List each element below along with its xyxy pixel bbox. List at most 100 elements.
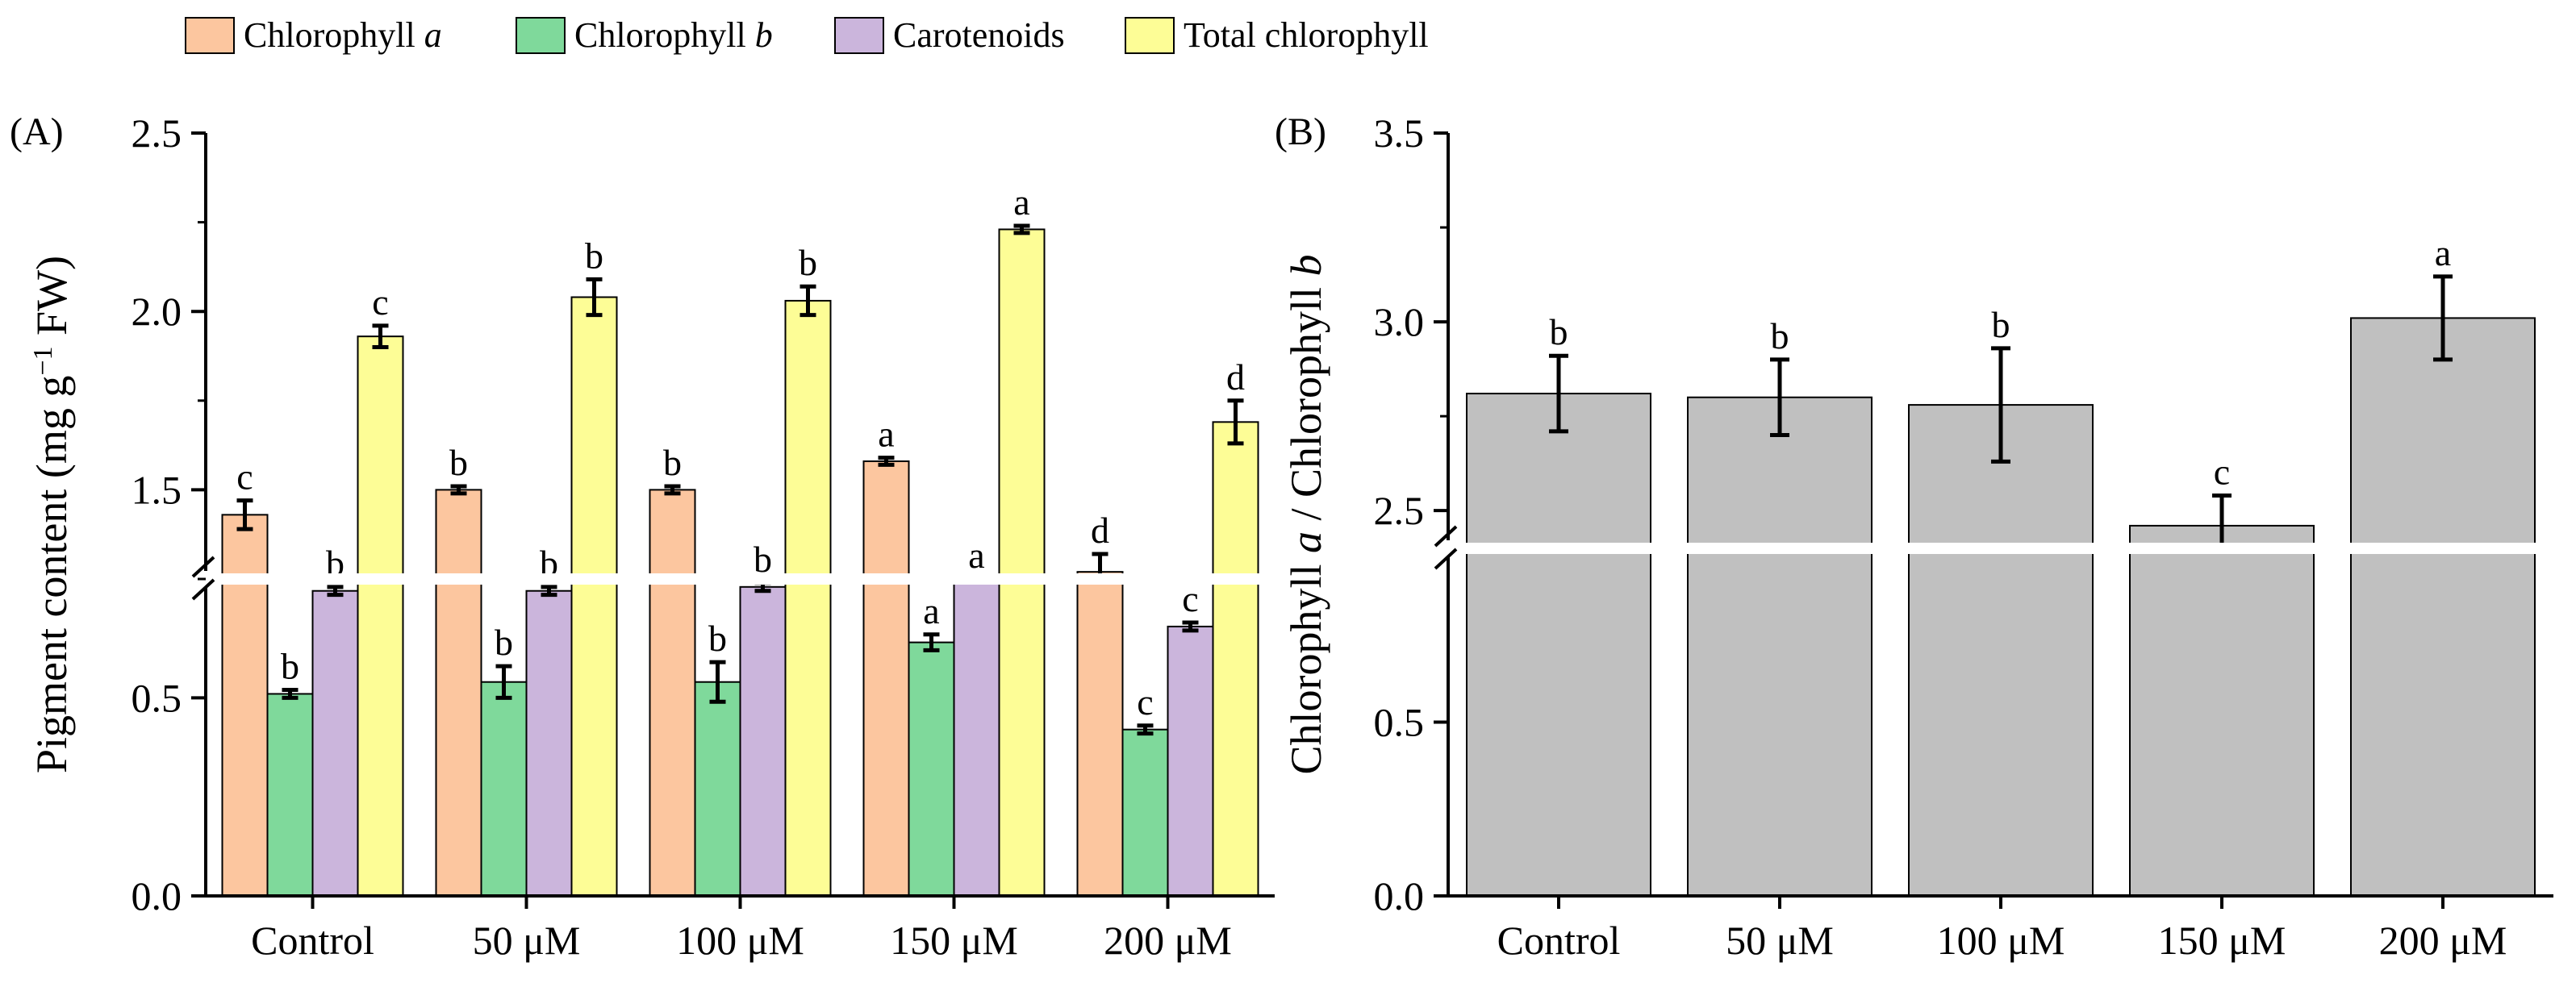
x-tick-label-p0-1: 50 μM	[473, 918, 581, 963]
x-tick-label-p1-2: 100 μM	[1937, 918, 2065, 963]
legend-swatch-chl_b	[516, 17, 566, 54]
bar-p0-s0-c1	[435, 489, 482, 898]
bar-p0-s3-c0	[357, 335, 404, 897]
sig-letter-p1-s0-c4: a	[2435, 232, 2451, 273]
y-tick-label-p0-1: 0.5	[132, 675, 182, 720]
x-tick-label-p0-0: Control	[251, 918, 374, 963]
bar-p1-s0-c2	[1908, 404, 2094, 898]
y-axis-title-part: Chlorophyll	[1282, 553, 1330, 775]
sig-letter-p0-s1-c0: b	[281, 646, 299, 687]
x-tick-label-p0-2: 100 μM	[676, 918, 804, 963]
sig-letter-p0-s3-c2: b	[799, 242, 817, 283]
legend-swatch-car	[834, 17, 884, 54]
bar-p0-s1-c1	[480, 681, 528, 897]
y-axis-title-superscript: −1	[28, 346, 58, 375]
bar-p0-s1-c3	[908, 641, 955, 897]
bar-p0-s1-c0	[266, 693, 314, 898]
y-tick-label-p0-0: 0.0	[132, 873, 182, 918]
legend-swatch-total	[1125, 17, 1175, 54]
sig-letter-p0-s1-c3: a	[923, 590, 939, 631]
sig-letter-p1-s0-c3: c	[2214, 451, 2230, 492]
y-axis-title-p0: Pigment content (mg g−1 FW)	[27, 256, 76, 773]
x-tick-label-p0-3: 150 μM	[890, 918, 1018, 963]
sig-letter-p0-s1-c4: c	[1137, 681, 1153, 723]
y-tick-label-p0-4: 2.5	[132, 110, 182, 156]
sig-letter-p0-s3-c4: d	[1226, 356, 1245, 398]
legend-label-chl_b: Chlorophyll b	[574, 15, 773, 55]
bar-p1-s0-c4	[2350, 317, 2536, 897]
axis-break-mark-1-p0	[191, 556, 215, 578]
panel-label-p0: (A)	[10, 110, 64, 153]
bar-p0-s3-c4	[1212, 421, 1259, 897]
bar-p1-s0-c0	[1466, 393, 1651, 897]
y-axis-title-italic: b	[1282, 254, 1330, 276]
legend: Chlorophyll a Chlorophyll b Carotenoids Tot…	[185, 15, 1429, 55]
sig-letter-p0-s0-c1: b	[449, 442, 468, 483]
axis-break-mark-2-p1	[1434, 548, 1458, 570]
y-tick-label-p0-2: 1.5	[132, 467, 182, 512]
legend-text-chl_b: Chlorophyll	[574, 15, 755, 55]
sig-letter-p0-s2-c2: b	[754, 539, 772, 580]
bar-p0-s1-c2	[694, 681, 741, 897]
sig-letter-p0-s0-c3: a	[878, 414, 894, 455]
x-tick-label-p1-3: 150 μM	[2158, 918, 2286, 963]
bar-p0-s2-c4	[1167, 625, 1214, 897]
sig-letter-p1-s0-c2: b	[1992, 304, 2010, 345]
legend-text-total: Total chlorophyll	[1184, 15, 1429, 55]
axis-break-mark-2-p0	[191, 578, 215, 601]
sig-letter-p1-s0-c1: b	[1771, 315, 1789, 356]
sig-letter-p0-s0-c4: d	[1091, 510, 1109, 551]
y-tick-label-p1-0: 0.0	[1374, 873, 1425, 918]
sig-letter-p0-s0-c2: b	[663, 442, 682, 483]
x-tick-label-p1-4: 200 μM	[2379, 918, 2507, 963]
sig-letter-p0-s1-c2: b	[708, 618, 727, 659]
bar-p0-s0-c0	[221, 514, 269, 897]
y-tick-label-p0-3: 2.0	[132, 289, 182, 334]
y-axis-title-p1: Chlorophyll a / Chlorophyll b	[1282, 254, 1330, 774]
axis-break-mark-1-p1	[1434, 525, 1458, 548]
panel-label-p1: (B)	[1275, 110, 1326, 153]
axis-break-band-p0	[173, 573, 1275, 585]
sig-letter-p0-s3-c3: a	[1013, 181, 1029, 223]
y-axis-title-italic: a	[1282, 531, 1330, 553]
bar-p0-s1-c4	[1121, 728, 1169, 897]
y-axis-title-part: FW)	[27, 256, 76, 346]
legend-swatch-chl_a	[185, 17, 235, 54]
sig-letter-p0-s2-c4: c	[1182, 578, 1198, 619]
legend-text-chl_a: Chlorophyll	[244, 15, 424, 55]
bar-p0-s0-c3	[862, 460, 910, 897]
bar-p1-s0-c3	[2129, 524, 2315, 898]
y-tick-label-p1-1: 0.5	[1374, 700, 1425, 745]
y-axis-title-part: / Chlorophyll	[1282, 276, 1330, 531]
sig-letter-p0-s3-c0: c	[372, 281, 388, 323]
y-tick-label-p1-3: 3.0	[1374, 299, 1425, 344]
legend-italic-chl_b: b	[755, 15, 773, 55]
bar-p0-s0-c2	[649, 489, 696, 898]
legend-label-total: Total chlorophyll	[1184, 15, 1429, 55]
bar-p0-s2-c1	[525, 589, 573, 897]
sig-letter-p0-s0-c0: c	[236, 456, 253, 498]
legend-italic-chl_a: a	[424, 15, 442, 55]
bar-p1-s0-c1	[1687, 396, 1873, 897]
legend-label-chl_a: Chlorophyll a	[244, 15, 442, 55]
y-axis-title-part: Pigment content (mg g	[27, 376, 76, 773]
x-tick-label-p0-4: 200 μM	[1104, 918, 1232, 963]
x-tick-label-p1-1: 50 μM	[1726, 918, 1834, 963]
y-tick-label-p1-4: 3.5	[1374, 110, 1425, 156]
legend-text-car: Carotenoids	[893, 15, 1065, 55]
sig-letter-p0-s3-c1: b	[585, 235, 603, 276]
bar-p0-s3-c1	[570, 296, 618, 897]
legend-label-car: Carotenoids	[893, 15, 1065, 55]
bar-p0-s2-c2	[739, 585, 787, 897]
y-tick-label-p1-2: 2.5	[1374, 488, 1425, 533]
sig-letter-p0-s2-c3: a	[968, 535, 984, 576]
bar-p0-s3-c3	[998, 228, 1046, 897]
sig-letter-p1-s0-c0: b	[1550, 311, 1568, 352]
bar-p0-s2-c0	[311, 589, 359, 897]
sig-letter-p0-s1-c1: b	[495, 622, 513, 663]
panel-b: b b b c a 0.0 0.5 2.5 3.0 3.5 Control 50 μM 100 μM 15…	[1275, 110, 2553, 963]
axis-break-band-p1	[1416, 543, 2553, 554]
bar-p0-s3-c2	[784, 299, 832, 898]
